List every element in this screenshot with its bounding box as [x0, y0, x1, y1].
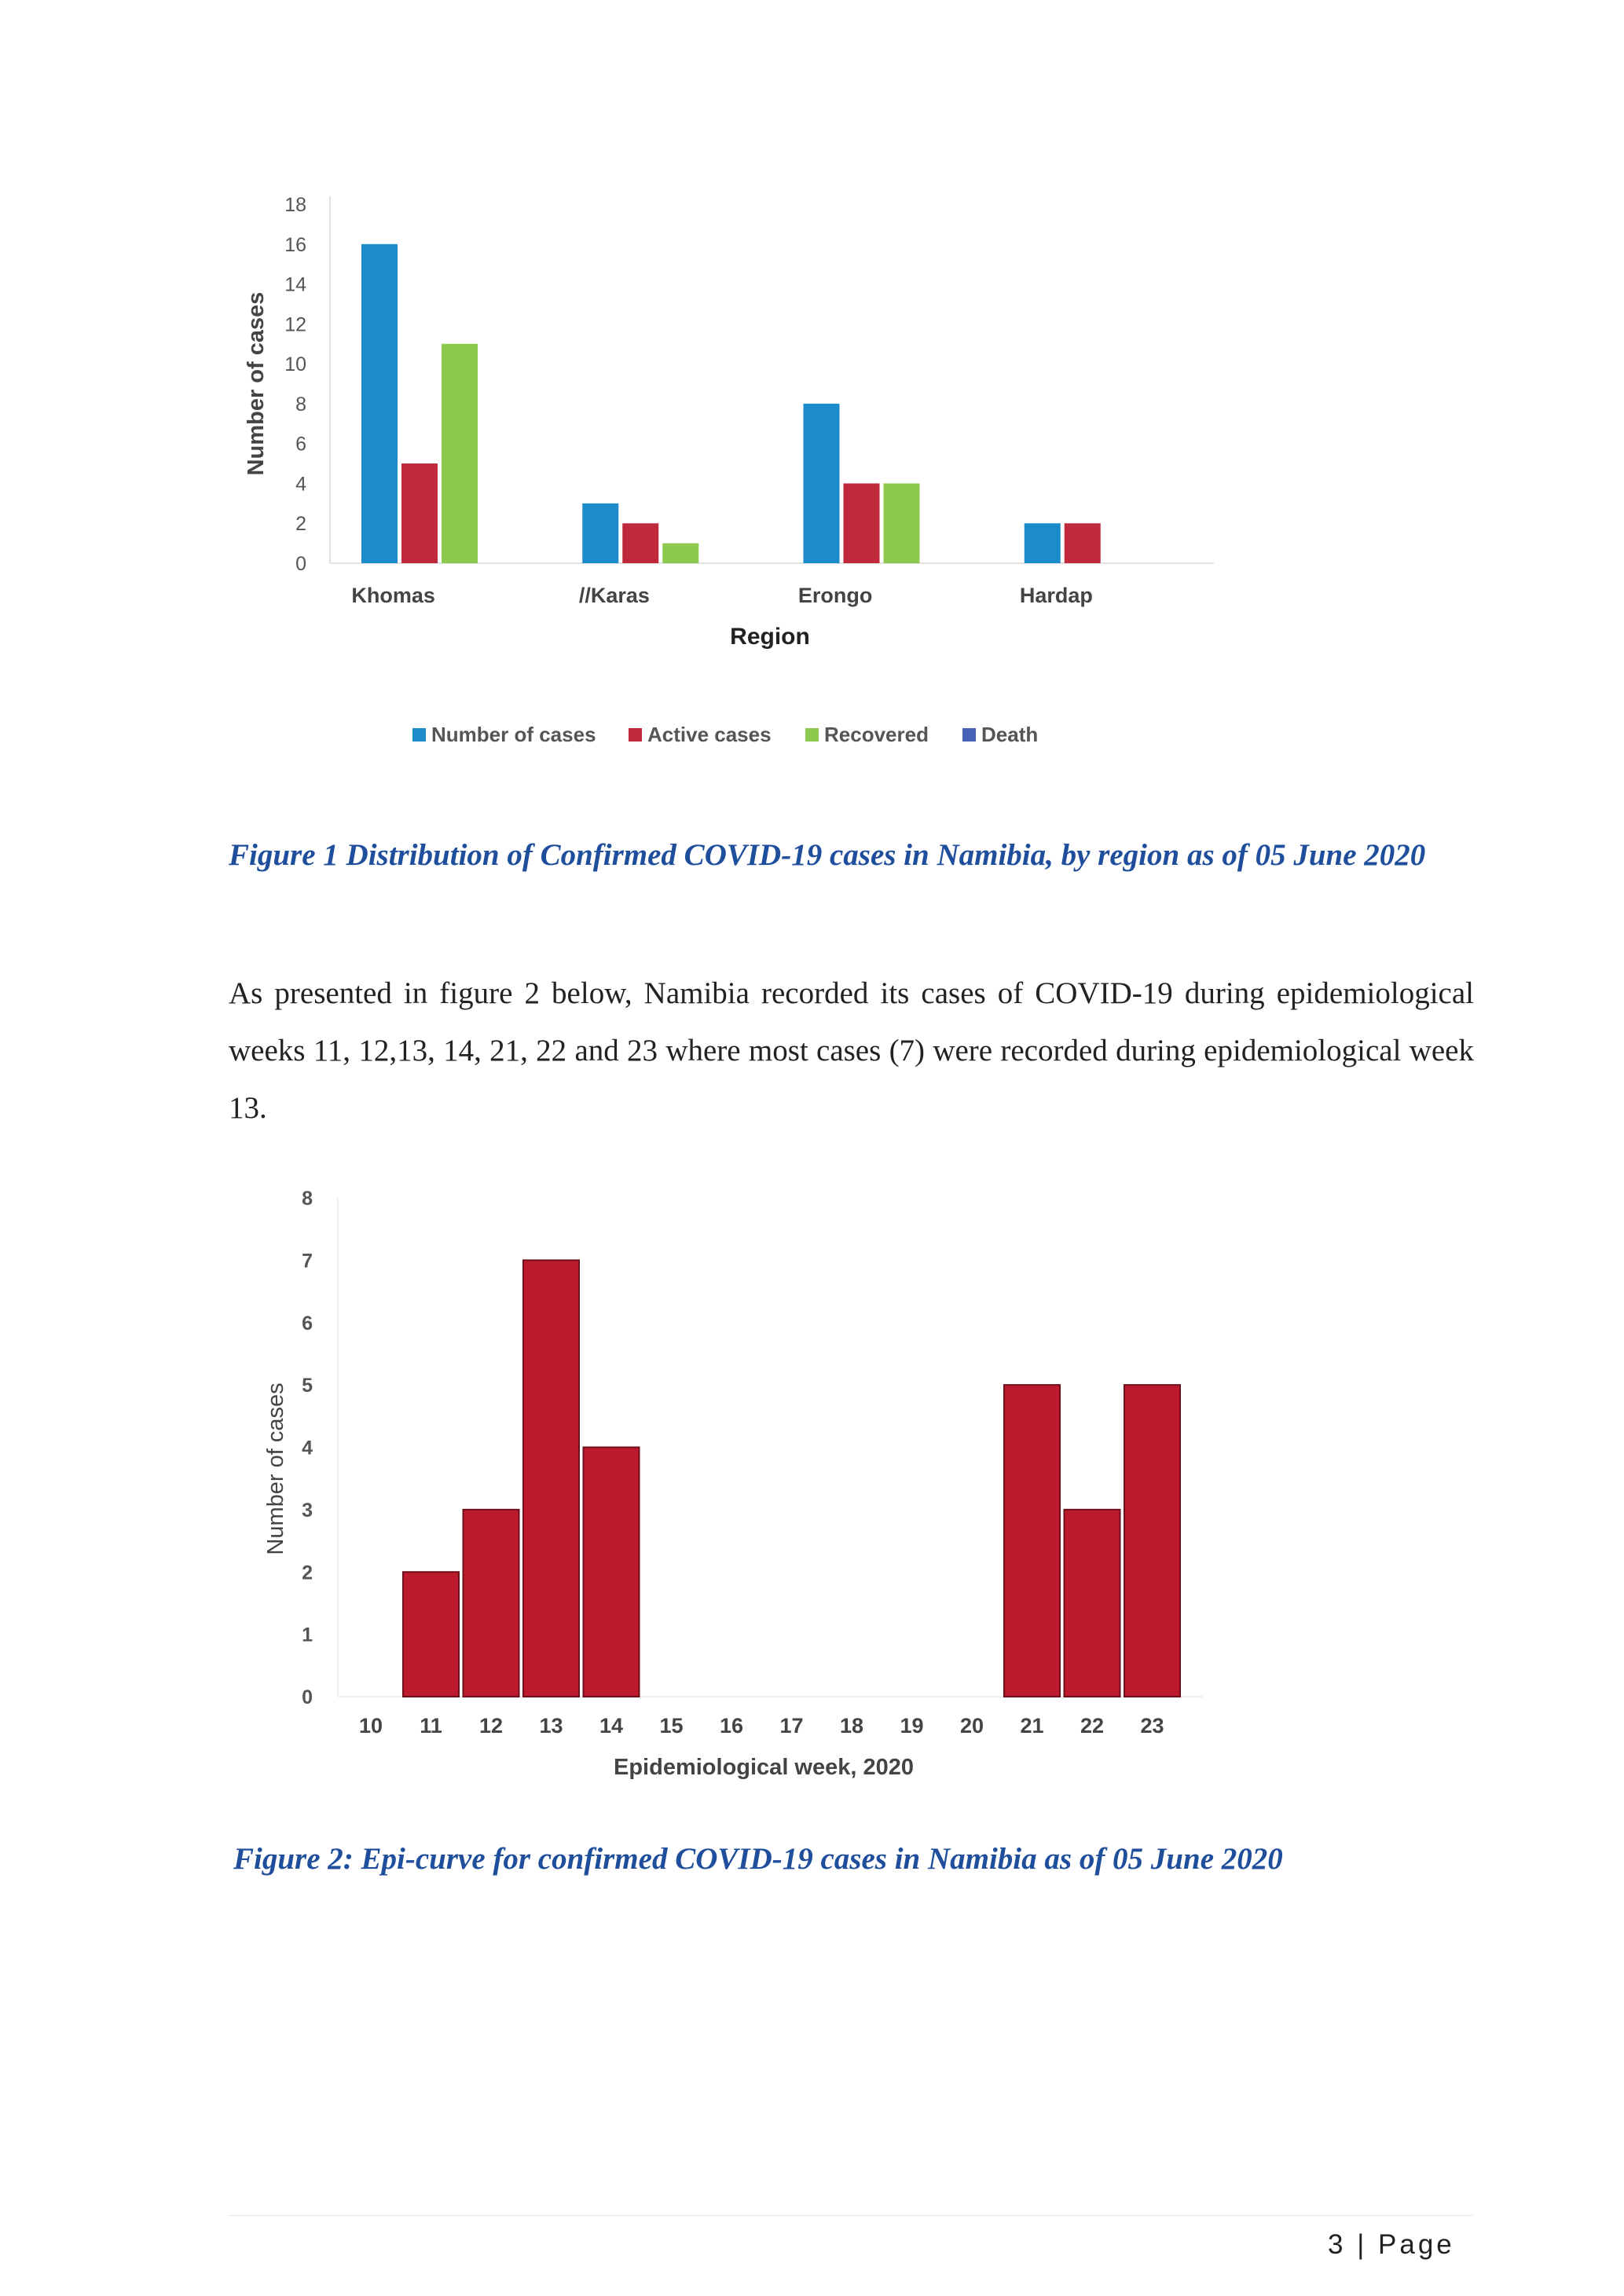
- epi-bar-week-12: [462, 1508, 520, 1697]
- x-tick-label: 17: [779, 1714, 803, 1738]
- figure2-caption: Figure 2: Epi-curve for confirmed COVID-…: [233, 1842, 1283, 1876]
- bar-recovered-0: [442, 343, 478, 563]
- page-number: 3 | Page: [1328, 2229, 1455, 2260]
- bar-number-of-cases-1: [582, 503, 619, 563]
- body-paragraph: As presented in figure 2 below, Namibia …: [229, 976, 1474, 1125]
- y-axis-title: Number of cases: [244, 292, 269, 476]
- figure1-caption: Figure 1 Distribution of Confirmed COVID…: [229, 838, 1426, 872]
- x-tick-label: 10: [359, 1714, 383, 1738]
- y-tick-label: 2: [295, 513, 306, 535]
- y-tick-label: 3: [302, 1500, 313, 1522]
- x-tick-label: 11: [420, 1714, 442, 1738]
- bar-active-cases-0: [401, 463, 438, 563]
- bar-recovered-2: [883, 483, 920, 563]
- x-tick-label: 22: [1080, 1714, 1104, 1738]
- x-tick-label: 12: [479, 1714, 503, 1738]
- x-axis-title: Epidemiological week, 2020: [614, 1755, 914, 1780]
- epi-bar-week-13: [522, 1259, 580, 1697]
- epi-bar-week-23: [1124, 1384, 1181, 1697]
- epi-bar-week-11: [402, 1571, 460, 1697]
- legend-label: Number of cases: [431, 723, 596, 746]
- y-tick-label: 14: [284, 274, 306, 296]
- legend-label: Death: [981, 723, 1038, 746]
- y-tick-label: 2: [302, 1562, 313, 1584]
- legend-swatch-recovered: [805, 728, 819, 742]
- x-axis-title: Region: [730, 624, 810, 650]
- y-tick-label: 10: [284, 353, 306, 375]
- y-tick-label: 1: [302, 1624, 313, 1646]
- legend-swatch-death: [962, 728, 976, 742]
- y-tick-label: 0: [302, 1686, 313, 1708]
- y-tick-label: 18: [284, 194, 306, 216]
- y-tick-label: 5: [302, 1375, 313, 1397]
- bar-recovered-1: [662, 543, 699, 563]
- x-tick-label: Hardap: [1020, 584, 1093, 607]
- bar-active-cases-1: [622, 523, 659, 563]
- x-tick-label: 14: [599, 1714, 623, 1738]
- legend-swatch-active-cases: [629, 728, 642, 742]
- x-tick-label: 20: [960, 1714, 984, 1738]
- epi-bar-week-21: [1003, 1384, 1061, 1697]
- legend-label: Recovered: [824, 723, 929, 746]
- bar-number-of-cases-2: [803, 403, 840, 563]
- x-tick-label: 21: [1020, 1714, 1043, 1738]
- x-tick-label: 23: [1140, 1714, 1164, 1738]
- footer-divider: [228, 2215, 1473, 2216]
- y-tick-label: 4: [302, 1437, 313, 1459]
- y-tick-label: 8: [295, 394, 306, 416]
- legend-swatch-number-of-cases: [412, 728, 426, 742]
- x-tick-label: 16: [720, 1714, 743, 1738]
- x-tick-label: 15: [659, 1714, 683, 1738]
- epi-bar-week-22: [1063, 1508, 1121, 1697]
- x-tick-label: Erongo: [798, 584, 873, 607]
- epi-bar-week-14: [582, 1446, 640, 1697]
- bar-number-of-cases-0: [361, 244, 398, 563]
- y-tick-label: 6: [295, 434, 306, 456]
- y-tick-label: 6: [302, 1313, 313, 1335]
- y-tick-label: 8: [302, 1188, 313, 1210]
- x-tick-label: 13: [539, 1714, 563, 1738]
- x-tick-label: Khomas: [351, 584, 435, 607]
- bar-number-of-cases-3: [1024, 523, 1061, 563]
- legend-label: Active cases: [647, 723, 772, 746]
- y-axis-title: Number of cases: [263, 1382, 288, 1554]
- y-tick-label: 4: [295, 473, 306, 495]
- bar-active-cases-2: [843, 483, 880, 563]
- y-tick-label: 0: [295, 553, 306, 575]
- bar-active-cases-3: [1064, 523, 1101, 563]
- x-tick-label: 19: [900, 1714, 923, 1738]
- region-bar-chart: 0 2 4 6 8 10 12 14 16 18 Number of cases Khomas //Ka…: [244, 194, 1214, 746]
- x-tick-label: 18: [840, 1714, 863, 1738]
- x-tick-label: //Karas: [579, 584, 650, 607]
- y-tick-label: 7: [302, 1250, 313, 1272]
- y-tick-label: 16: [284, 234, 306, 256]
- y-tick-label: 12: [284, 313, 306, 335]
